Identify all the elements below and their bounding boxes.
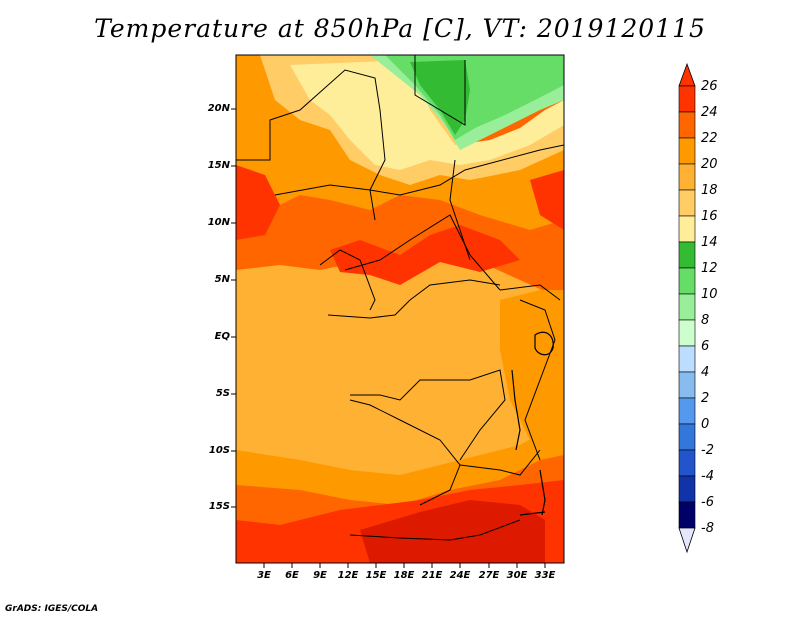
colorbar-swatch-m2 [678, 449, 696, 477]
x-tick-label: 24E [449, 570, 471, 581]
y-tick-label: EQ [214, 331, 230, 342]
colorbar-label: 18 [701, 183, 718, 198]
lake-victoria [534, 331, 554, 356]
colorbar-swatch-m6 [678, 501, 696, 529]
colorbar-label: -4 [701, 469, 714, 484]
colorbar-label: 26 [701, 79, 718, 94]
field-east-red [530, 170, 564, 230]
border-car [344, 214, 501, 291]
temperature-field [236, 55, 564, 563]
colorbar [678, 62, 696, 554]
colorbar-swatch-22 [678, 137, 696, 165]
colorbar-label: -8 [701, 521, 714, 536]
colorbar-swatch-m4 [678, 475, 696, 503]
colorbar-label: 24 [701, 105, 718, 120]
lakes [511, 331, 554, 516]
colorbar-swatch-18 [678, 189, 696, 217]
colorbar-label: 8 [701, 313, 710, 328]
colorbar-label: 6 [701, 339, 710, 354]
border-north-2 [414, 55, 466, 126]
border-east [519, 299, 556, 461]
x-tick-label: 3E [257, 570, 271, 581]
y-tick-label: 5N [214, 274, 230, 285]
map-frame [235, 54, 565, 564]
colorbar-swatch-20 [678, 163, 696, 191]
field-central-red [330, 225, 520, 285]
colorbar-label: 12 [701, 261, 718, 276]
border-namibia [349, 519, 521, 541]
border-zambia [459, 449, 541, 476]
colorbar-label: 0 [701, 417, 710, 432]
colorbar-label: 4 [701, 365, 710, 380]
colorbar-swatch-4 [678, 371, 696, 399]
colorbar-bottom-arrow [678, 527, 696, 554]
border-sahel [274, 144, 564, 196]
colorbar-label: 2 [701, 391, 710, 406]
border-gabon-congo [327, 279, 501, 319]
border-cameroon [319, 249, 376, 311]
y-tick-label: 15S [208, 501, 230, 512]
x-tick-label: 21E [421, 570, 443, 581]
field-northeast-green [410, 60, 470, 135]
colorbar-label: -6 [701, 495, 714, 510]
y-tick-label: 5S [215, 388, 230, 399]
field-south-deep-red [360, 500, 545, 563]
x-tick-label: 33E [534, 570, 556, 581]
colorbar-swatch-6 [678, 345, 696, 373]
colorbar-swatch-26 [678, 85, 696, 113]
y-ticks [231, 108, 236, 508]
x-tick-label: 6E [285, 570, 299, 581]
lake-malawi [539, 469, 546, 516]
colorbar-label: -2 [701, 443, 714, 458]
border-angola [349, 399, 461, 506]
colorbar-swatch-24 [678, 111, 696, 139]
x-tick-label: 30E [506, 570, 528, 581]
colorbar-label: 22 [701, 131, 718, 146]
map-title: Temperature at 850hPa [C], VT: 201912011… [94, 14, 706, 43]
y-tick-label: 20N [207, 103, 230, 114]
colorbar-label: 16 [701, 209, 718, 224]
footer-credit: GrADS: IGES/COLA [5, 604, 99, 614]
border-drc [350, 369, 506, 461]
x-tick-label: 12E [337, 570, 359, 581]
x-tick-label: 18E [393, 570, 415, 581]
colorbar-swatch-16 [678, 215, 696, 243]
border-east-2 [499, 284, 561, 301]
field-west-red [236, 165, 280, 240]
colorbar-label: 10 [701, 287, 718, 302]
colorbar-top-arrow [678, 62, 696, 87]
colorbar-swatch-2 [678, 397, 696, 425]
colorbar-swatch-14 [678, 241, 696, 269]
colorbar-label: 14 [701, 235, 718, 250]
colorbar-swatch-8 [678, 319, 696, 347]
colorbar-swatch-0 [678, 423, 696, 451]
lake-kariba [519, 511, 546, 516]
colorbar-label: 20 [701, 157, 718, 172]
x-tick-label: 27E [478, 570, 500, 581]
x-tick-label: 15E [365, 570, 387, 581]
y-tick-label: 15N [207, 160, 230, 171]
country-borders [236, 55, 564, 541]
colorbar-swatch-10 [678, 293, 696, 321]
field-sahel-pale-yellow [290, 60, 564, 170]
y-tick-label: 10N [207, 217, 230, 228]
x-ticks [263, 563, 546, 568]
y-tick-label: 10S [208, 445, 230, 456]
x-tick-label: 9E [313, 570, 327, 581]
colorbar-swatch-12 [678, 267, 696, 295]
lake-tanganyika [511, 369, 521, 451]
border-north-1 [236, 69, 386, 221]
